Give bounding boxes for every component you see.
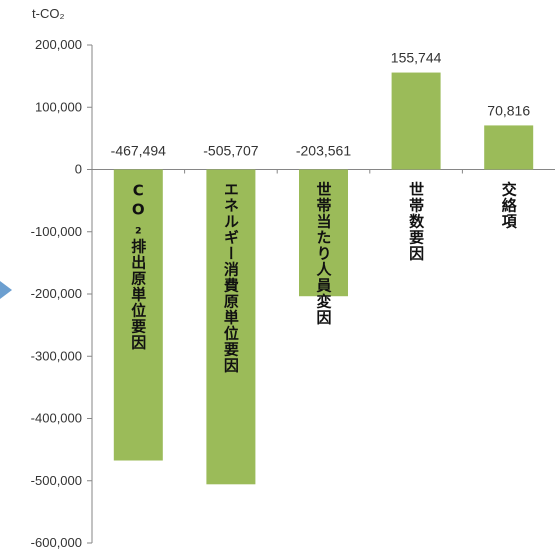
- y-tick-label: -400,000: [31, 411, 82, 426]
- y-tick-label: 200,000: [35, 37, 82, 52]
- value-label-4: 155,744: [391, 50, 442, 66]
- y-tick-label: 0: [75, 162, 82, 177]
- category-label-1: CO₂排出原単位要因: [129, 182, 147, 351]
- bar-3: [299, 169, 348, 297]
- y-tick-label: -300,000: [31, 348, 82, 363]
- y-tick-label: -100,000: [31, 224, 82, 239]
- bar-5: [484, 125, 534, 170]
- value-label-1: -467,494: [111, 143, 166, 159]
- value-label-3: -203,561: [296, 143, 351, 159]
- label-layer: -467,494 CO₂排出原単位要因 -505,707 エネルギー消費原単位要因 -2…: [111, 50, 531, 374]
- value-label-5: 70,816: [487, 102, 530, 118]
- value-label-2: -505,707: [203, 143, 258, 159]
- bar-1: [113, 169, 163, 461]
- side-pointer-icon: [0, 281, 12, 299]
- y-tick-label: -600,000: [31, 535, 82, 550]
- bar-2: [206, 169, 256, 485]
- y-tick-label: 100,000: [35, 99, 82, 114]
- category-label-5: 交絡項: [500, 181, 518, 230]
- bar-4: [391, 72, 441, 170]
- category-label-4: 世帯数要因: [407, 181, 425, 262]
- bar-layer: [113, 72, 534, 485]
- category-label-3: 世帯当たり人員変因: [315, 181, 333, 326]
- y-tick-label: -200,000: [31, 286, 82, 301]
- y-tick-label: -500,000: [31, 473, 82, 488]
- category-label-2: エネルギー消費原単位要因: [222, 182, 240, 374]
- y-axis-unit-label: t-CO₂: [32, 6, 65, 21]
- axis-layer: 200,000 100,000 0 -100,000 -200,000 -300,000 -…: [31, 37, 555, 550]
